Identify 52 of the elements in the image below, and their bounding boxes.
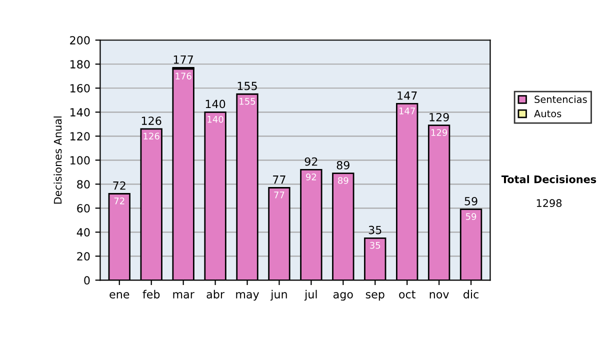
data-label: 35 [370,242,380,249]
y-tick-label: 60 [77,204,90,213]
legend-label: Sentencias [534,95,587,104]
y-tick-label: 80 [77,180,90,189]
total-label: 140 [206,100,226,108]
data-label: 92 [306,174,316,180]
total-label: 35 [368,226,382,234]
data-label: 147 [399,108,415,114]
total-label: 155 [238,82,257,90]
x-tick-label: oct [399,290,416,298]
y-tick-label: 0 [84,276,90,285]
x-tick-label: nov [430,292,449,298]
x-tick-label: sep [366,292,384,301]
x-tick-label: feb [142,290,160,298]
x-tick-label: dic [464,290,478,298]
y-tick-label: 180 [70,60,90,69]
data-label: 59 [466,213,476,220]
data-label: 129 [431,129,448,136]
y-axis-title: Decisiones Anual [54,116,62,204]
data-label: 140 [208,116,224,123]
y-tick-label: 160 [70,84,90,93]
x-tick-label: jun [270,290,287,301]
x-tick-label: ago [333,292,353,301]
text: 1298 [536,199,562,208]
legend-label: Autos [534,110,562,118]
total-label: 126 [142,116,162,125]
data-label: 72 [114,198,124,204]
total-label: 129 [430,112,449,122]
total-label: 59 [464,196,478,206]
data-label: 176 [176,72,192,80]
y-tick-label: 100 [70,156,90,165]
y-tick-label: 140 [70,108,90,117]
y-tick-label: 40 [76,228,90,237]
text: Total Decisiones [501,175,596,184]
total-label: 177 [174,56,193,64]
x-tick-label: jul [304,290,317,301]
total-label: 92 [304,157,318,166]
y-tick-label: 200 [70,36,90,44]
data-label: 126 [144,132,160,140]
total-label: 72 [113,181,126,190]
total-label: 147 [398,92,417,100]
x-tick-label: may [236,292,260,301]
data-label: 155 [240,98,256,105]
data-label: 89 [338,177,348,184]
x-tick-label: mar [173,292,194,298]
x-tick-label: ene [110,292,130,298]
total-label: 89 [336,160,350,170]
total-label: 77 [273,176,286,184]
data-label: 77 [274,192,284,198]
y-tick-label: 20 [77,252,90,261]
y-tick-label: 120 [70,132,90,141]
x-tick-label: abr [206,290,224,298]
